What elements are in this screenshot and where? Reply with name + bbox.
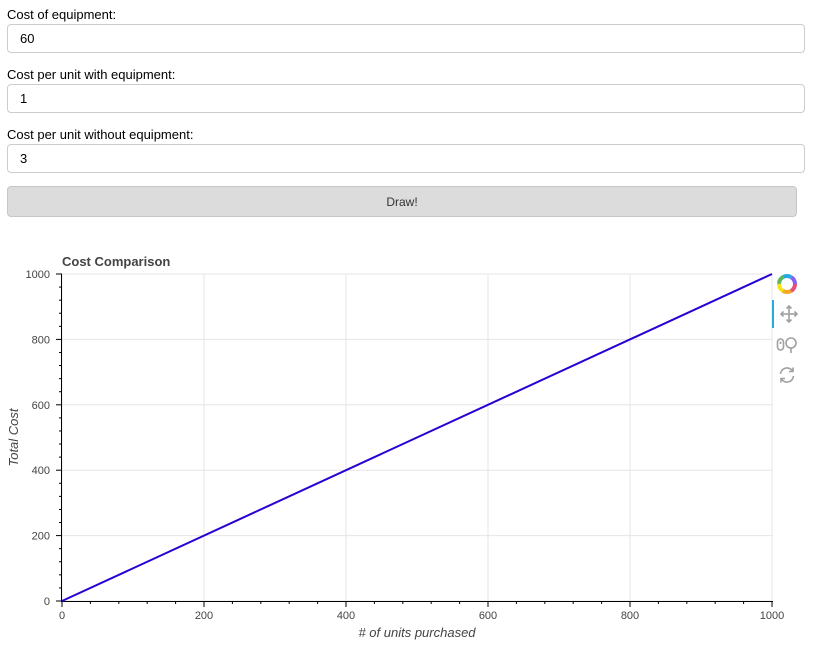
x-tick-label: 400 (337, 610, 355, 622)
x-tick-label: 600 (479, 610, 497, 622)
x-tick-label: 0 (59, 610, 65, 622)
equipment-cost-label: Cost of equipment: (7, 7, 117, 22)
y-tick-label: 600 (32, 400, 50, 412)
y-tick-label: 200 (32, 531, 50, 543)
x-tick-label: 200 (195, 610, 213, 622)
y-axis-label: Total Cost (6, 407, 21, 466)
x-tick-label: 800 (621, 610, 639, 622)
y-tick-label: 1000 (26, 269, 50, 281)
y-tick-label: 0 (44, 596, 50, 608)
chart-axes: 0 200 400 600 800 1000 0 200 400 600 800 1000 (26, 269, 785, 622)
reset-icon[interactable] (772, 361, 802, 389)
chart-title: Cost Comparison (62, 254, 170, 269)
chart-series (61, 273, 773, 602)
wheel-zoom-icon[interactable] (772, 331, 802, 359)
unit-cost-without-label: Cost per unit without equipment: (7, 127, 194, 142)
pan-icon[interactable] (772, 300, 804, 328)
y-tick-label: 800 (32, 334, 50, 346)
unit-cost-without-input[interactable] (7, 144, 805, 173)
cost-comparison-chart[interactable]: 0 200 400 600 800 1000 0 200 400 600 800 1000 Cost … (0, 250, 826, 648)
unit-cost-with-input[interactable] (7, 84, 805, 113)
bokeh-logo-icon[interactable] (772, 270, 802, 298)
equipment-cost-input[interactable] (7, 24, 805, 53)
x-axis-label: # of units purchased (358, 625, 476, 640)
draw-button[interactable]: Draw! (7, 186, 797, 217)
series-line-cost (61, 273, 773, 602)
unit-cost-with-label: Cost per unit with equipment: (7, 67, 176, 82)
x-tick-label: 1000 (760, 610, 784, 622)
y-tick-label: 400 (32, 465, 50, 477)
